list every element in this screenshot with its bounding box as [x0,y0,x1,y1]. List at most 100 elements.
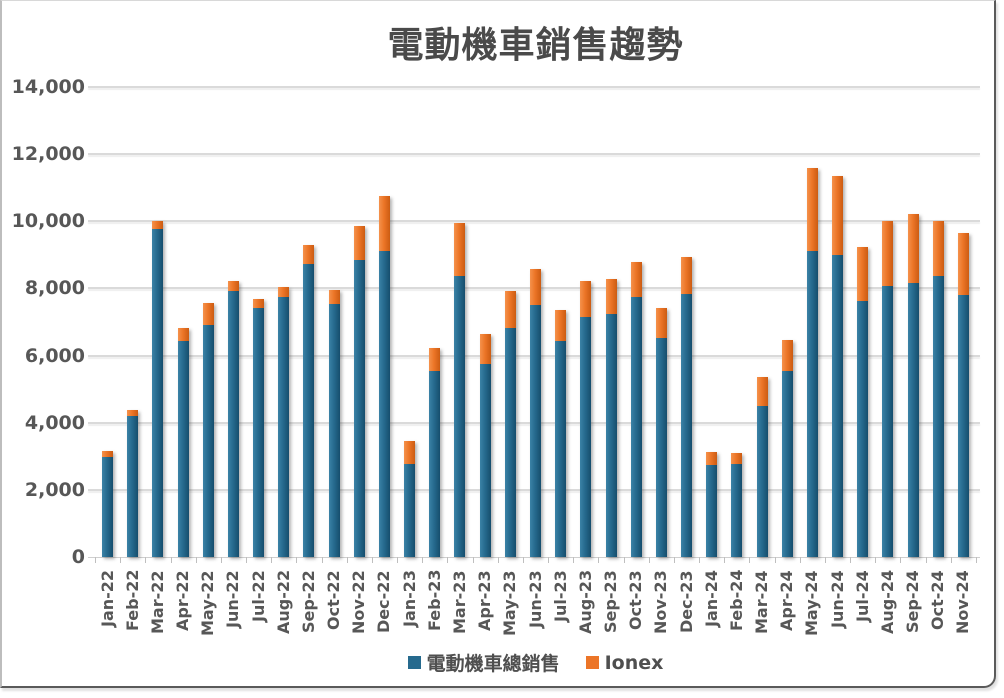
x-axis-label: Nov-22 [349,570,369,634]
bar-segment-ionex [932,221,944,277]
bar-segment-total [227,291,239,557]
bar-Apr-24 [781,339,793,557]
x-axis-label: Jul-23 [550,570,570,622]
x-axis-label: May-23 [500,570,520,636]
x-axis-label: Feb-24 [726,570,746,632]
legend-item-total: 電動機車總銷售 [407,649,560,676]
bar-Feb-24 [731,452,743,557]
x-axis-tick [220,557,222,563]
bar-segment-ionex [429,348,441,371]
x-axis-label: Jun-22 [223,570,243,628]
bar-Sep-24 [907,213,919,557]
bar-segment-ionex [731,452,743,464]
x-axis-tick [976,557,977,563]
x-axis-label: May-22 [198,570,218,636]
bar-Aug-24 [882,220,894,557]
x-axis-tick [900,557,902,563]
bar-Mar-23 [454,223,466,557]
x-axis-tick [195,557,197,563]
x-axis-tick [371,557,373,563]
bar-segment-ionex [555,310,567,342]
y-axis-tick-label: 8,000 [24,277,85,300]
x-axis-tick [699,557,701,563]
bar-segment-ionex [378,195,390,252]
x-axis-label: Oct-22 [324,570,344,630]
bar-segment-total [127,416,139,557]
bar-Feb-23 [429,348,441,557]
x-axis-label: Nov-24 [953,570,973,634]
x-axis-tick [548,557,550,563]
x-axis-label: Mar-22 [147,570,167,634]
bar-May-22 [202,302,214,557]
x-axis-tick [648,557,650,563]
x-axis-tick [749,557,751,563]
x-axis-tick [598,557,600,563]
plot-area [88,86,980,563]
x-axis-label: Feb-22 [122,570,142,632]
x-axis-label: Apr-24 [777,570,797,631]
bar-segment-total [102,456,114,557]
bar-segment-ionex [353,226,365,260]
y-axis-tick-label: 2,000 [24,478,85,501]
bar-segment-ionex [127,409,139,416]
x-axis-tick [95,557,96,563]
bar-segment-total [429,370,441,557]
bar-segment-ionex [882,220,894,287]
bar-Dec-23 [681,256,693,557]
x-axis-tick [824,557,826,563]
x-axis-tick [346,557,348,563]
x-axis-tick [573,557,575,563]
chart-title: 電動機車銷售趨勢 [387,25,684,66]
bar-segment-ionex [580,280,592,317]
bar-segment-total [882,286,894,557]
bar-segment-ionex [781,339,793,371]
bar-segment-total [454,276,466,557]
x-axis-label: Aug-24 [877,570,897,635]
bar-segment-total [706,464,718,557]
bar-segment-ionex [681,256,693,295]
bar-Jun-23 [530,268,541,557]
x-axis-label: Apr-23 [475,570,495,631]
x-axis-label: Jun-23 [525,570,545,628]
bar-segment-total [152,229,164,557]
bar-segment-ionex [404,440,416,464]
bar-Apr-23 [479,334,491,557]
y-axis-tick-label: 6,000 [24,344,85,367]
x-axis-tick [447,557,449,563]
bar-segment-total [353,259,365,557]
x-axis-tick [271,557,273,563]
x-axis-tick [422,557,424,563]
bar-Oct-22 [328,290,340,557]
bar-segment-total [580,316,592,557]
bar-segment-total [731,463,743,557]
y-axis-tick-label: 12,000 [11,143,85,166]
screenshot-frame-border [0,0,996,688]
x-axis-tick [296,557,298,563]
x-axis-label: Sep-22 [298,570,318,633]
x-axis-label: Jan-22 [97,570,117,628]
x-axis-label: Apr-22 [173,570,193,631]
y-axis-tick-label: 14,000 [11,76,85,98]
x-axis-label: Dec-23 [676,570,696,633]
bar-segment-total [957,295,969,557]
bar-segment-total [404,463,416,557]
bar-segment-ionex [530,268,541,306]
bar-segment-ionex [454,223,466,277]
bar-Jul-23 [555,310,567,557]
bar-segment-ionex [328,290,340,304]
x-axis-label: Mar-23 [449,570,469,634]
x-axis-tick [397,557,399,563]
bar-Feb-22 [127,409,139,557]
bar-segment-ionex [655,307,667,339]
y-axis-tick-label: 0 [71,546,85,568]
x-axis-label: Oct-23 [626,570,646,630]
x-axis-tick [799,557,801,563]
gridline-12000 [88,153,980,156]
x-axis-tick [850,557,852,563]
bar-segment-total [555,341,567,557]
x-axis-label: Jan-23 [399,570,419,628]
bar-Jan-22 [102,450,114,557]
bar-May-23 [504,291,516,557]
bar-Aug-23 [580,280,592,557]
bar-segment-ionex [479,334,491,364]
